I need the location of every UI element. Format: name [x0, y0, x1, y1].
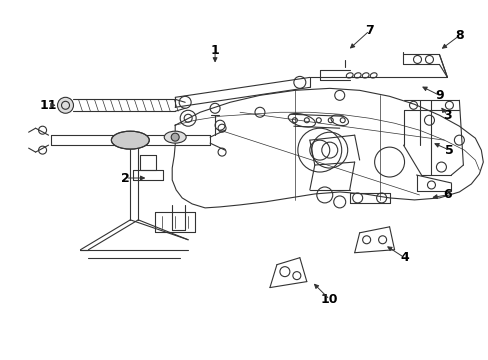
Text: 6: 6	[442, 188, 451, 202]
Text: 4: 4	[399, 251, 408, 264]
Text: 3: 3	[442, 109, 451, 122]
Text: 10: 10	[320, 293, 338, 306]
Text: 2: 2	[121, 171, 129, 185]
Text: 7: 7	[365, 24, 373, 37]
Text: 1: 1	[210, 44, 219, 57]
Text: 8: 8	[454, 29, 463, 42]
Circle shape	[171, 133, 179, 141]
Ellipse shape	[164, 131, 186, 143]
Ellipse shape	[111, 131, 149, 149]
Text: 5: 5	[444, 144, 453, 157]
Text: 9: 9	[434, 89, 443, 102]
Text: 11: 11	[40, 99, 57, 112]
Circle shape	[58, 97, 73, 113]
